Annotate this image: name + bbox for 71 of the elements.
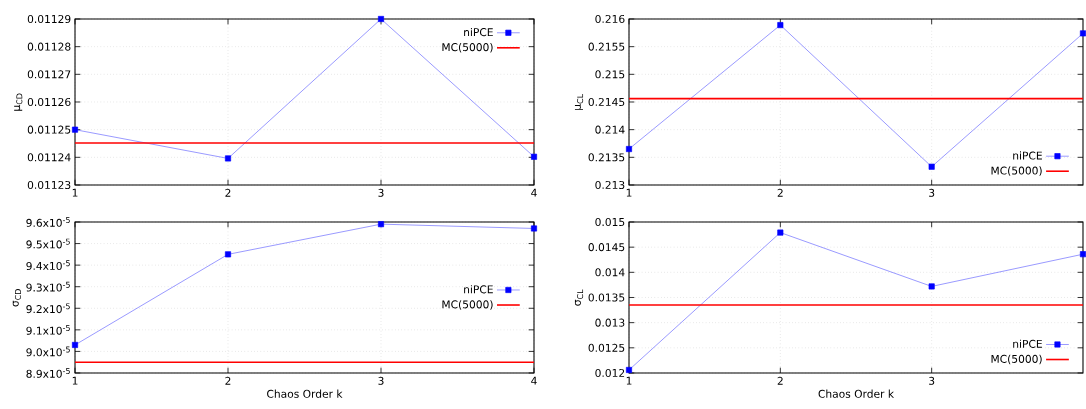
x-tick-label: 3 [378, 188, 384, 197]
legend-label: MC(5000) [442, 42, 493, 53]
x-axis-title: Chaos Order k [818, 389, 895, 398]
y-tick-label: 0.01128 [27, 42, 71, 51]
y-tick-label: 0.213 [595, 180, 625, 190]
x-tick-label: 2 [225, 376, 231, 385]
y-tick-label: 0.215 [595, 70, 625, 79]
x-tick-label: 4 [531, 188, 537, 197]
y-tick-label: 0.0145 [588, 243, 625, 252]
x-tick-label: 2 [225, 188, 231, 197]
y-tick-label: 9.4x10$^{-5}$ [26, 260, 70, 271]
point [777, 229, 784, 236]
point [225, 251, 232, 258]
point [378, 221, 385, 228]
point [530, 225, 538, 232]
y-axis-title: σ$_{CD}$ [12, 289, 21, 307]
point [626, 366, 633, 373]
y-tick-label: 0.01127 [27, 70, 71, 79]
y-tick-label: 0.015 [595, 217, 625, 227]
y-tick-label: 0.01129 [27, 14, 71, 24]
y-tick-label: 0.2135 [588, 153, 625, 162]
y-tick-label: 0.01125 [27, 125, 71, 134]
y-axis-title: σ$_{CL}$ [574, 289, 584, 306]
x-tick-label: 4 [531, 376, 537, 385]
legend-label: niPCE [1013, 339, 1042, 348]
point [928, 283, 935, 290]
x-tick-label: 2 [777, 376, 783, 385]
y-tick-label: 0.2155 [588, 42, 625, 51]
y-tick-label: 0.013 [595, 318, 625, 327]
x-tick-label: 3 [929, 376, 935, 385]
point [378, 15, 385, 22]
y-tick-label: 8.9x10$^{-5}$ [26, 368, 70, 378]
legend-label: niPCE [464, 27, 493, 37]
point [72, 126, 79, 133]
x-tick-label: 1 [626, 188, 632, 197]
y-tick-label: 9.6x10$^{-5}$ [26, 217, 70, 227]
point [225, 155, 232, 162]
y-tick-label: 0.01123 [27, 180, 71, 190]
point [928, 163, 935, 170]
point [626, 146, 633, 153]
point [72, 341, 79, 348]
y-tick-label: 0.012 [595, 368, 625, 378]
legend-label: niPCE [464, 285, 493, 294]
y-tick-label: 9.5x10$^{-5}$ [26, 238, 70, 249]
x-tick-label: 3 [378, 376, 384, 385]
y-tick-label: 9.1x10$^{-5}$ [26, 324, 70, 335]
y-tick-label: 9.0x10$^{-5}$ [26, 346, 70, 357]
y-tick-label: 9.3x10$^{-5}$ [26, 281, 70, 292]
y-axis-title: μ$_{CD}$ [14, 93, 23, 111]
x-tick-label: 2 [777, 188, 783, 197]
x-axis-title: Chaos Order k [267, 389, 343, 398]
x-tick-label: 1 [72, 188, 78, 197]
y-tick-label: 0.214 [595, 125, 625, 134]
point [530, 153, 538, 160]
legend-label: niPCE [1013, 151, 1042, 160]
x-tick-label: 3 [929, 188, 935, 197]
y-tick-label: 0.01126 [27, 97, 71, 107]
legend-label: MC(5000) [442, 300, 493, 310]
y-tick-label: 0.0125 [588, 343, 625, 352]
y-tick-label: 0.0135 [588, 293, 625, 302]
point [777, 22, 784, 29]
y-tick-label: 0.2145 [588, 97, 625, 107]
y-tick-label: 0.01124 [27, 153, 71, 162]
y-axis-title: μ$_{CL}$ [574, 93, 584, 110]
y-tick-label: 0.216 [595, 14, 625, 24]
legend-label: MC(5000) [991, 166, 1042, 176]
x-tick-label: 1 [72, 376, 78, 385]
legend-label: MC(5000) [991, 354, 1042, 365]
y-tick-label: 9.2x10$^{-5}$ [26, 303, 70, 314]
y-tick-label: 0.014 [595, 268, 625, 277]
x-tick-label: 1 [626, 376, 632, 385]
